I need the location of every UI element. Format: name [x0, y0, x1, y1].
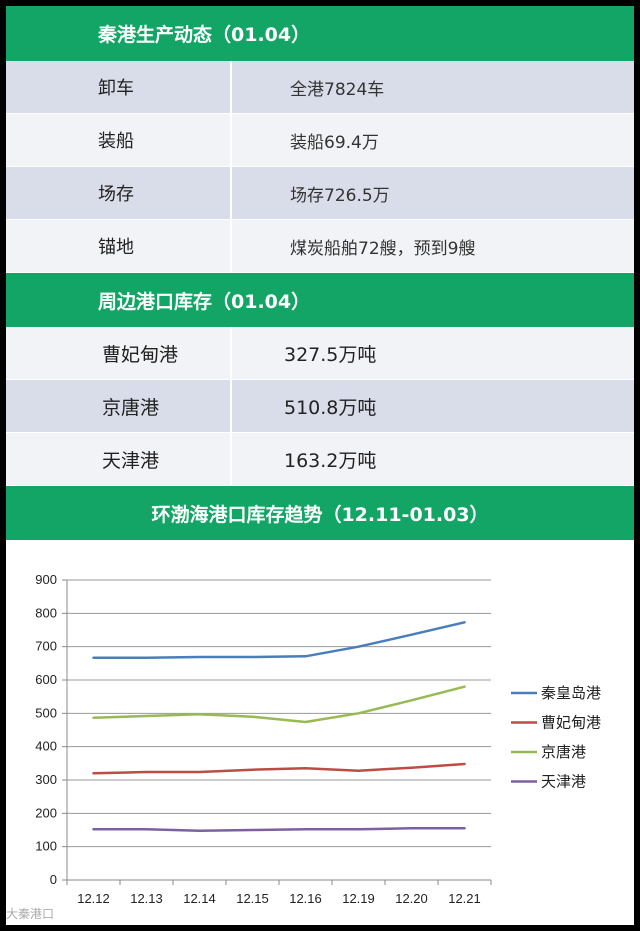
chart-svg: 0 100 200 300 400 500 600 700 800 900 12.12 12.13 12…	[35, 572, 601, 906]
row-label: 卸车	[6, 61, 232, 113]
legend-label: 京唐港	[541, 743, 586, 761]
legend-label: 秦皇岛港	[541, 684, 601, 702]
row-label: 天津港	[6, 433, 232, 485]
legend-label: 曹妃甸港	[541, 714, 601, 732]
series-line	[92, 827, 466, 832]
section1-title: 秦港生产动态（01.04）	[98, 24, 311, 46]
y-tick-label: 100	[35, 839, 57, 854]
x-tick-label: 12.15	[236, 891, 269, 906]
x-tick-label: 12.19	[342, 891, 375, 906]
y-tick-label: 0	[50, 872, 57, 887]
section3-title: 环渤海港口库存趋势（12.11-01.03）	[151, 503, 489, 526]
row-label: 曹妃甸港	[6, 327, 232, 379]
y-tick-label: 800	[35, 605, 57, 620]
row-label: 场存	[6, 167, 232, 219]
y-tick-label: 300	[35, 772, 57, 787]
section2-header: 周边港口库存（01.04）	[6, 273, 634, 327]
row-value: 装船69.4万	[290, 132, 379, 153]
row-value: 场存726.5万	[290, 185, 390, 206]
y-tick-label: 700	[35, 639, 57, 654]
y-tick-label: 200	[35, 805, 57, 820]
row-value: 163.2万吨	[284, 449, 377, 472]
infographic: 秦港生产动态（01.04） 卸车 全港7824车 装船 装船69.4万 场存 场…	[6, 6, 634, 925]
table-row: 京唐港 510.8万吨	[6, 380, 634, 433]
watermark: 大秦港口	[6, 907, 55, 921]
table-row: 曹妃甸港 327.5万吨	[6, 327, 634, 380]
row-value: 煤炭船舶72艘，预到9艘	[290, 238, 476, 259]
row-value: 全港7824车	[290, 79, 385, 100]
table-row: 天津港 163.2万吨	[6, 433, 634, 486]
section3-header: 环渤海港口库存趋势（12.11-01.03）	[6, 486, 634, 540]
y-tick-label: 600	[35, 672, 57, 687]
section1-header: 秦港生产动态（01.04）	[6, 6, 634, 61]
row-value: 510.8万吨	[284, 396, 377, 419]
section2-title: 周边港口库存（01.04）	[98, 290, 311, 313]
row-label: 锚地	[6, 220, 232, 272]
x-tick-label: 12.13	[130, 891, 163, 906]
legend-label: 天津港	[541, 773, 586, 791]
row-value: 327.5万吨	[284, 343, 377, 366]
y-tick-label: 400	[35, 739, 57, 754]
series-line	[92, 762, 466, 775]
x-tick-label: 12.16	[289, 891, 322, 906]
x-tick-label: 12.21	[448, 891, 481, 906]
table-row: 场存 场存726.5万	[6, 167, 634, 220]
series-line	[92, 621, 466, 659]
y-tick-label: 900	[35, 572, 57, 587]
x-tick-label: 12.14	[183, 891, 216, 906]
row-label: 京唐港	[6, 380, 232, 432]
table-row: 卸车 全港7824车	[6, 61, 634, 114]
row-label: 装船	[6, 114, 232, 166]
series-line	[92, 685, 466, 724]
x-tick-label: 12.20	[395, 891, 428, 906]
x-tick-label: 12.12	[77, 891, 110, 906]
line-chart: 0 100 200 300 400 500 600 700 800 900 12.12 12.13 12…	[6, 540, 634, 925]
table-row: 装船 装船69.4万	[6, 114, 634, 167]
table-row: 锚地 煤炭船舶72艘，预到9艘	[6, 220, 634, 273]
y-tick-label: 500	[35, 705, 57, 720]
